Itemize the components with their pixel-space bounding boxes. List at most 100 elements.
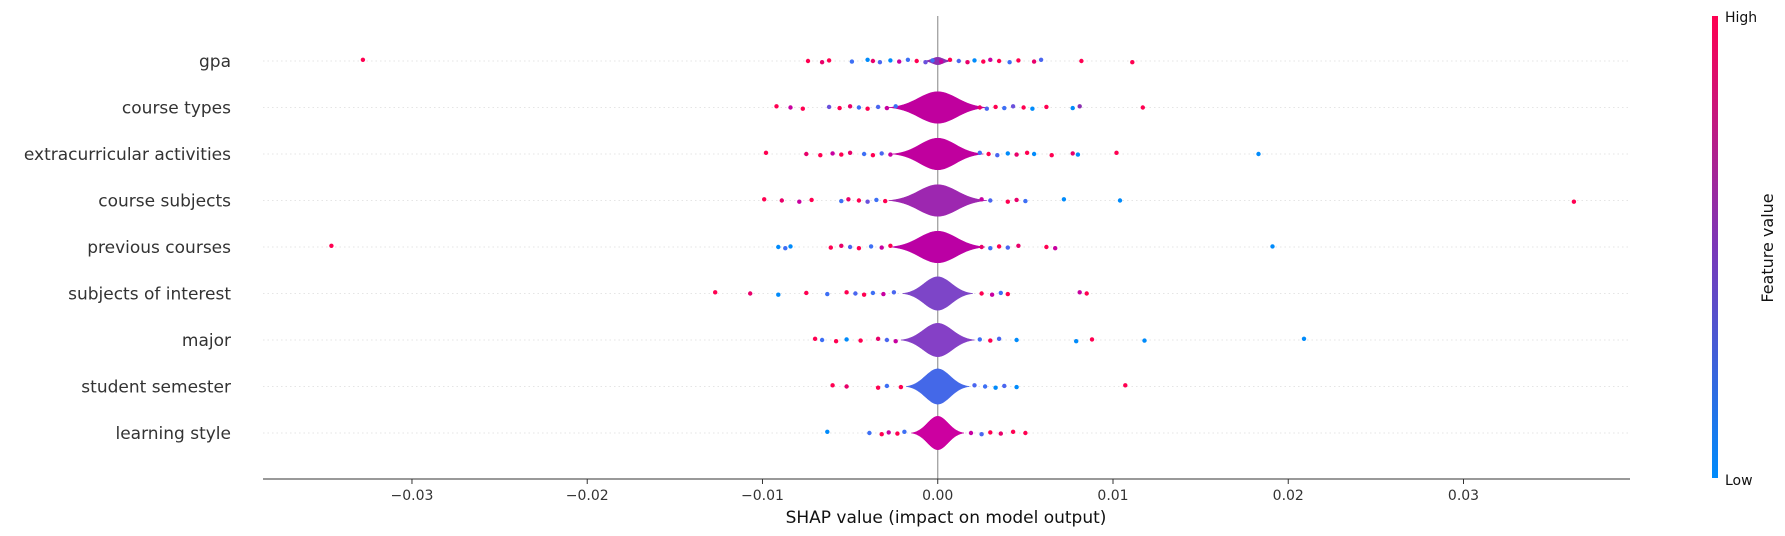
violin-course-types — [888, 91, 987, 124]
point-course-subjects-17 — [1571, 199, 1577, 204]
point-course-types-5 — [847, 104, 853, 109]
point-major-15 — [1301, 336, 1307, 341]
point-major-5 — [875, 336, 881, 341]
point-extracurricular-activities-19 — [1075, 152, 1081, 157]
point-student-semester-0 — [830, 383, 835, 388]
point-course-types-20 — [1077, 104, 1082, 109]
point-major-11 — [1014, 337, 1019, 343]
point-course-subjects-13 — [1014, 197, 1019, 203]
point-course-types-15 — [1010, 104, 1016, 109]
point-previous-courses-7 — [856, 246, 862, 251]
point-course-subjects-14 — [1023, 198, 1028, 204]
point-course-subjects-12 — [1005, 199, 1010, 204]
point-extracurricular-activities-21 — [1256, 151, 1261, 157]
point-extracurricular-activities-12 — [995, 153, 1000, 158]
point-course-types-16 — [1021, 105, 1026, 110]
point-extracurricular-activities-9 — [888, 152, 893, 157]
point-major-9 — [988, 338, 993, 343]
x-tick-label-1: −0.02 — [566, 488, 609, 504]
point-gpa-5 — [865, 57, 870, 62]
point-gpa-15 — [947, 57, 953, 62]
feature-labels: gpa course types extracurricular activitie… — [24, 52, 231, 444]
point-student-semester-10 — [1123, 383, 1128, 388]
point-major-2 — [833, 339, 839, 344]
point-gpa-1 — [805, 58, 811, 64]
point-extracurricular-activities-17 — [1049, 153, 1054, 158]
point-gpa-19 — [981, 59, 986, 64]
point-subjects-of-interest-15 — [1077, 290, 1082, 295]
x-tick-label-0: −0.03 — [391, 488, 434, 504]
point-major-0 — [812, 336, 818, 341]
x-tick-label-3: 0.00 — [922, 488, 953, 504]
point-course-types-4 — [837, 105, 842, 111]
point-course-types-12 — [984, 106, 989, 111]
point-course-types-13 — [993, 104, 998, 110]
point-previous-courses-6 — [847, 244, 853, 250]
point-gpa-21 — [996, 58, 1002, 64]
point-course-types-3 — [826, 104, 832, 110]
point-major-8 — [977, 337, 982, 342]
point-previous-courses-13 — [996, 244, 1002, 249]
point-extracurricular-activities-7 — [870, 153, 876, 158]
point-course-subjects-4 — [839, 198, 844, 204]
point-previous-courses-12 — [988, 246, 993, 251]
point-student-semester-8 — [1002, 383, 1007, 389]
point-major-10 — [996, 336, 1002, 341]
point-previous-courses-8 — [868, 244, 874, 249]
point-gpa-17 — [965, 60, 970, 65]
feature-label-learning-style: learning style — [115, 424, 231, 444]
point-course-types-21 — [1140, 105, 1146, 110]
point-course-types-10 — [893, 104, 898, 109]
point-subjects-of-interest-13 — [998, 290, 1003, 296]
colorbar-gradient — [1712, 16, 1718, 478]
point-student-semester-6 — [982, 384, 988, 389]
violin-gpa — [923, 57, 952, 65]
feature-label-course-types: course types — [122, 99, 231, 119]
point-student-semester-2 — [875, 385, 881, 390]
point-gpa-0 — [360, 57, 366, 62]
point-extracurricular-activities-11 — [986, 151, 991, 157]
point-extracurricular-activities-1 — [804, 151, 809, 157]
point-learning-style-11 — [1023, 430, 1028, 436]
point-subjects-of-interest-12 — [989, 292, 995, 297]
point-course-subjects-2 — [797, 199, 802, 204]
point-student-semester-5 — [972, 383, 977, 388]
point-major-3 — [844, 337, 849, 342]
colorbar-title: Feature value — [1758, 193, 1777, 302]
point-extracurricular-activities-20 — [1114, 150, 1119, 155]
point-subjects-of-interest-14 — [1005, 291, 1010, 297]
point-learning-style-10 — [1010, 429, 1016, 434]
point-student-semester-3 — [884, 383, 890, 389]
point-major-4 — [858, 338, 863, 343]
x-tick-label-6: 0.03 — [1448, 488, 1479, 504]
violin-major — [900, 323, 975, 357]
point-major-7 — [893, 339, 898, 344]
point-course-subjects-11 — [988, 198, 993, 203]
point-extracurricular-activities-3 — [830, 151, 835, 156]
point-extracurricular-activities-10 — [977, 150, 982, 155]
feature-label-gpa: gpa — [199, 52, 231, 72]
point-previous-courses-14 — [1005, 245, 1010, 250]
point-student-semester-4 — [898, 384, 904, 390]
point-gpa-2 — [819, 60, 825, 65]
point-course-subjects-9 — [883, 198, 888, 204]
feature-label-major: major — [182, 331, 231, 351]
point-gpa-11 — [914, 58, 919, 64]
point-gpa-3 — [826, 58, 832, 63]
point-student-semester-7 — [993, 385, 998, 390]
point-gpa-12 — [923, 60, 928, 65]
point-gpa-9 — [897, 59, 902, 64]
point-extracurricular-activities-4 — [839, 152, 844, 157]
violin-subjects-of-interest — [902, 276, 973, 311]
feature-label-previous-courses: previous courses — [87, 238, 231, 258]
point-course-subjects-6 — [856, 198, 862, 203]
point-extracurricular-activities-6 — [861, 151, 867, 157]
point-extracurricular-activities-15 — [1024, 150, 1030, 155]
colorbar: High Low Feature value — [1712, 10, 1777, 489]
point-extracurricular-activities-18 — [1070, 151, 1075, 156]
point-previous-courses-16 — [1044, 244, 1049, 250]
point-gpa-8 — [888, 58, 893, 63]
point-course-subjects-7 — [865, 199, 870, 204]
point-major-6 — [884, 337, 890, 343]
point-course-types-7 — [865, 106, 870, 111]
